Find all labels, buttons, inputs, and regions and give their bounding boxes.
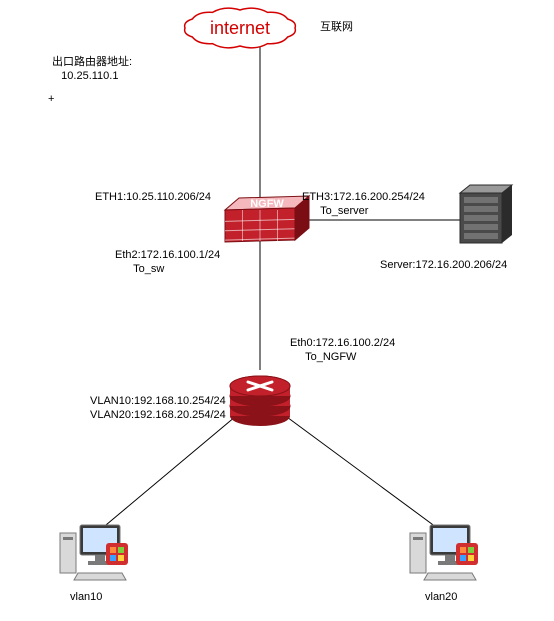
internet-cloud-icon: internet (185, 8, 296, 48)
label-vlan-ips: VLAN10:192.168.10.254/24 VLAN20:192.168.… (90, 394, 226, 423)
label-eth3: ETH3:172.16.200.254/24 To_server (302, 190, 425, 219)
label-plus: + (48, 92, 54, 106)
label-eth0: Eth0:172.16.100.2/24 To_NGFW (290, 336, 395, 365)
label-eth1: ETH1:10.25.110.206/24 (95, 190, 211, 204)
label-router: 出口路由器地址: 10.25.110.1 (52, 55, 132, 84)
server-icon (460, 185, 512, 243)
label-vlan20: vlan20 (425, 590, 457, 604)
label-eth2: Eth2:172.16.100.1/24 To_sw (115, 248, 220, 277)
label-server: Server:172.16.200.206/24 (380, 258, 507, 272)
pc-vlan20-icon (410, 525, 478, 580)
ngfw-label: NGFW (250, 198, 284, 210)
pc-vlan10-icon (60, 525, 128, 580)
label-internet-cn: 互联网 (320, 20, 353, 34)
switch-icon (230, 376, 290, 426)
connection-line (100, 406, 248, 530)
label-vlan10: vlan10 (70, 590, 102, 604)
connection-line (272, 406, 440, 530)
diagram-svg: internet NGFW (0, 0, 554, 621)
ngfw-icon: NGFW (225, 196, 309, 242)
internet-text: internet (210, 18, 270, 38)
